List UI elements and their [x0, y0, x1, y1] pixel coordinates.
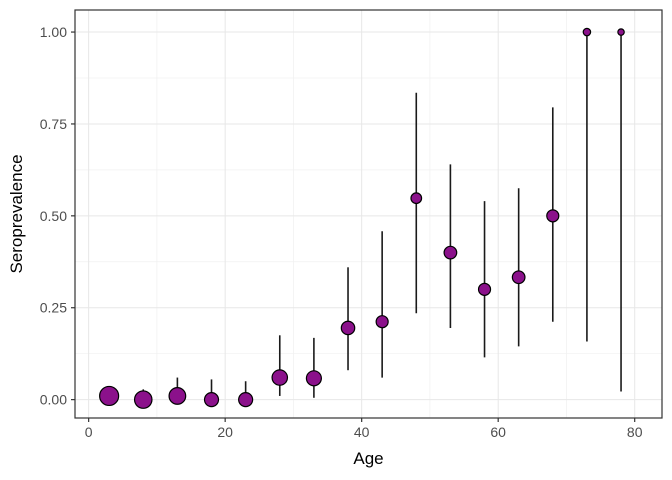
data-point [203, 392, 220, 408]
x-axis-title: Age [353, 449, 383, 468]
data-point [443, 245, 458, 260]
data-point [133, 390, 153, 409]
y-tick-label: 0.75 [40, 116, 67, 132]
data-point [340, 320, 356, 336]
data-point [238, 392, 254, 408]
data-point [546, 209, 560, 223]
data-point [168, 387, 187, 405]
y-tick-label: 0.50 [40, 208, 67, 224]
data-point [617, 28, 625, 36]
data-point [410, 192, 423, 205]
data-point [305, 370, 322, 387]
y-axis-title: Seroprevalence [7, 154, 26, 273]
x-tick-label: 80 [627, 424, 643, 440]
data-point [271, 369, 289, 386]
data-point [582, 27, 592, 37]
y-tick-label: 0.25 [40, 300, 67, 316]
data-point [375, 315, 389, 329]
x-tick-label: 20 [217, 424, 233, 440]
data-point [99, 385, 120, 407]
y-tick-label: 0.00 [40, 392, 67, 408]
data-point [511, 270, 526, 285]
data-point [477, 282, 492, 296]
panel-border [74, 9, 663, 419]
x-tick-label: 0 [85, 424, 93, 440]
y-tick-label: 1.00 [40, 24, 67, 40]
x-tick-label: 60 [490, 424, 506, 440]
plot-panel [75, 10, 662, 418]
x-tick-label: 40 [354, 424, 370, 440]
